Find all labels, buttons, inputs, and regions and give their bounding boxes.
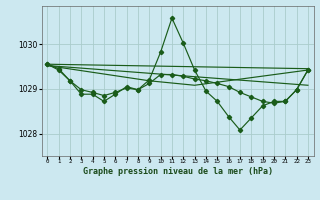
X-axis label: Graphe pression niveau de la mer (hPa): Graphe pression niveau de la mer (hPa): [83, 167, 273, 176]
